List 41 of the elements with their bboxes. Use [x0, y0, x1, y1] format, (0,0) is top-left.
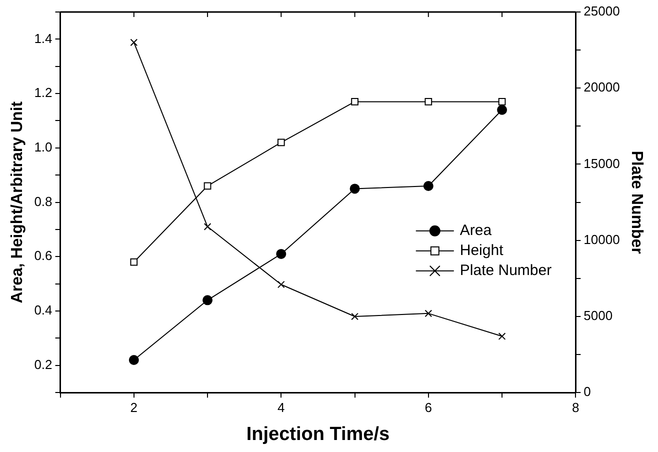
point [130, 38, 138, 46]
y-tick-label: 0.2 [34, 356, 52, 372]
x-tick-label: 4 [278, 400, 285, 415]
point [204, 222, 212, 230]
y2-tick-label: 0 [584, 384, 591, 400]
point [277, 138, 285, 146]
point [202, 295, 213, 306]
y-tick-label: 1.2 [34, 85, 52, 100]
y-axis-title: Area, Height/Arbitrary Unit [9, 100, 26, 304]
y-tick-label: 0.4 [34, 302, 52, 318]
y-tick-label: 1.0 [34, 140, 52, 155]
y2-tick-label: 20000 [584, 80, 620, 95]
y2-axis-title: Plate Number [628, 150, 645, 254]
point [128, 354, 139, 365]
y-tick-label: 0.8 [34, 194, 52, 209]
point [423, 180, 434, 191]
point [351, 312, 358, 320]
y-tick-label: 1.4 [34, 30, 52, 46]
y2-tick-label: 5000 [584, 308, 613, 324]
point [424, 310, 432, 318]
point [351, 98, 358, 106]
point [276, 248, 286, 259]
point [497, 104, 508, 115]
y2-tick-label: 25000 [584, 4, 620, 19]
x-axis-title: Injection Time/s [246, 424, 390, 445]
point [277, 280, 285, 288]
point [130, 258, 138, 266]
y-tick-label: 0.6 [34, 248, 52, 264]
legend-label: Area [460, 222, 492, 239]
legend-label: Plate Number [460, 262, 552, 279]
y2-tick-label: 15000 [584, 156, 620, 171]
point [424, 98, 432, 106]
legend-label: Height [460, 242, 504, 259]
y2-tick-label: 10000 [584, 232, 620, 247]
point [498, 98, 506, 106]
point [350, 184, 360, 194]
x-tick-label: 8 [572, 400, 580, 415]
x-tick-label: 2 [130, 400, 138, 415]
point [204, 182, 212, 190]
point [498, 332, 506, 340]
x-tick-label: 6 [424, 400, 432, 415]
